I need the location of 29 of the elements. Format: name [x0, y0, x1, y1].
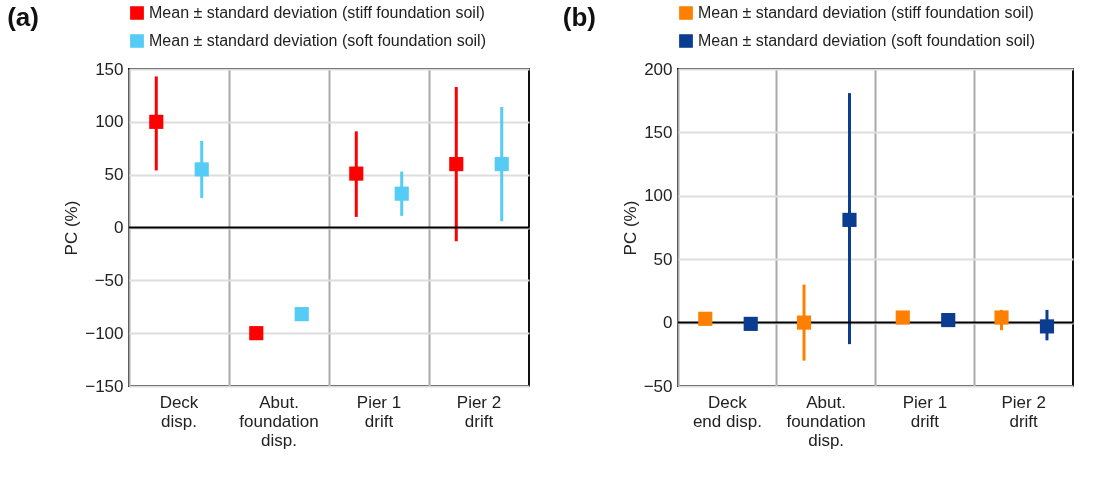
- y-tick-label: −150: [85, 376, 124, 396]
- y-tick-label: −50: [94, 270, 124, 290]
- y-tick-label: 100: [95, 112, 124, 132]
- y-axis-title: PC (%): [620, 200, 640, 256]
- x-tick-label: Deck disp.: [159, 392, 199, 431]
- y-tick-label: 150: [95, 59, 124, 79]
- x-tick-label: Abut. foundation disp.: [786, 392, 866, 450]
- y-tick-label: 100: [644, 186, 673, 206]
- legend-label: Mean ± standard deviation (stiff foundation soil): [698, 4, 1034, 21]
- x-tick-label: Abut. foundation disp.: [239, 392, 319, 450]
- y-tick-label: 0: [114, 218, 124, 237]
- y-tick-label: 0: [663, 313, 673, 333]
- y-axis-title: PC (%): [62, 200, 82, 256]
- x-tick-label: Pier 2 drift: [1001, 392, 1046, 431]
- y-tick-label: −50: [643, 376, 673, 396]
- legend-label: Mean ± standard deviation (stiff foundation soil): [149, 4, 485, 21]
- y-tick-label: −100: [85, 323, 124, 343]
- y-tick-label: 200: [644, 59, 673, 79]
- x-tick-label: Pier 2 drift: [456, 392, 502, 431]
- x-tick-label: Pier 1 drift: [356, 392, 402, 431]
- y-tick-label: 50: [653, 249, 673, 269]
- y-tick-label: 50: [104, 165, 124, 185]
- chart-title: (b): [562, 2, 596, 32]
- legend-label: Mean ± standard deviation (soft foundation soil): [149, 32, 486, 49]
- legend-label: Mean ± standard deviation (soft foundation soil): [698, 32, 1035, 49]
- x-tick-label: Pier 1 drift: [902, 392, 948, 431]
- chart-title: (a): [7, 2, 39, 32]
- x-tick-label: Deck end disp.: [692, 392, 762, 431]
- y-tick-label: 150: [644, 122, 673, 142]
